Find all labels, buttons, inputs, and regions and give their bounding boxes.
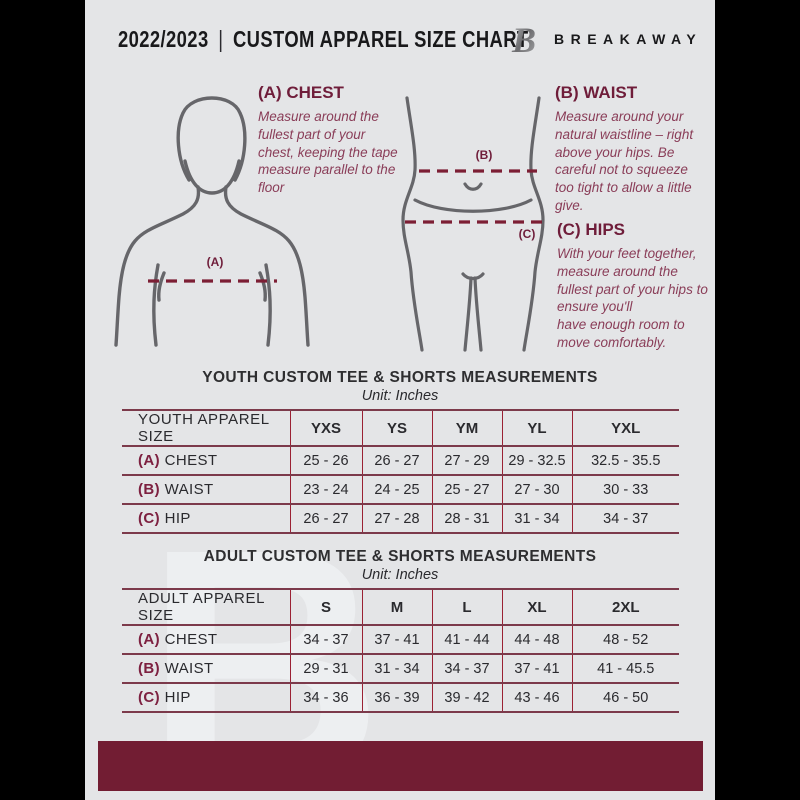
- waist-section-heading: (B) WAIST: [555, 83, 638, 102]
- table-row: (A) CHEST 25 - 26 26 - 27 27 - 29 29 - 3…: [122, 445, 679, 475]
- size-cell: S: [289, 588, 362, 625]
- value-cell: 31 - 34: [361, 653, 432, 683]
- table-row: (B) WAIST 23 - 24 24 - 25 25 - 27 27 - 3…: [122, 474, 679, 504]
- value-cell: 34 - 37: [289, 624, 362, 654]
- youth-size-table: YOUTH APPAREL SIZE YXS YS YM YL YXL (A) …: [122, 409, 679, 534]
- size-cell: YM: [431, 409, 502, 446]
- value-cell: 36 - 39: [361, 682, 432, 713]
- title-divider: |: [218, 26, 224, 52]
- row-label-prefix: (A): [138, 452, 161, 469]
- hips-section-text: With your feet together, measure around …: [557, 246, 708, 351]
- size-cell: M: [361, 588, 432, 625]
- table-row: (B) WAIST 29 - 31 31 - 34 34 - 37 37 - 4…: [122, 653, 679, 683]
- row-label-text: CHEST: [160, 631, 218, 648]
- chest-section-text: Measure around the fullest part of your …: [258, 109, 398, 196]
- adult-table-unit: Unit: Inches: [361, 567, 439, 583]
- row-label-prefix: (A): [138, 631, 161, 648]
- value-cell: 27 - 28: [361, 503, 432, 534]
- row-label-text: WAIST: [160, 660, 214, 677]
- row-label-text: WAIST: [160, 481, 214, 498]
- value-cell: 37 - 41: [361, 624, 432, 654]
- row-label-text: HIP: [160, 689, 191, 706]
- value-cell: 25 - 27: [431, 474, 502, 504]
- table-row: (A) CHEST 34 - 37 37 - 41 41 - 44 44 - 4…: [122, 624, 679, 654]
- breakaway-logo-icon: B: [498, 18, 546, 67]
- value-cell: 27 - 30: [501, 474, 572, 504]
- value-cell: 34 - 36: [289, 682, 362, 713]
- size-cell: YS: [361, 409, 432, 446]
- value-cell: 34 - 37: [431, 653, 502, 683]
- size-cell: YXS: [289, 409, 362, 446]
- size-cell: YXL: [571, 409, 679, 446]
- footer-accent-bar: [98, 741, 703, 791]
- size-cell: L: [431, 588, 502, 625]
- adult-header-row: ADULT APPAREL SIZE S M L XL 2XL: [122, 588, 679, 625]
- row-label-prefix: (C): [138, 510, 161, 527]
- value-cell: 23 - 24: [289, 474, 362, 504]
- row-label-cell: (C) HIP: [122, 682, 290, 713]
- value-cell: 26 - 27: [361, 445, 432, 475]
- chest-section-heading: (A) CHEST: [258, 83, 344, 102]
- brand-name: BREAKAWAY: [554, 31, 703, 47]
- size-cell: 2XL: [571, 588, 679, 625]
- waist-section-text: Measure around your natural waistline – …: [555, 109, 694, 214]
- value-cell: 46 - 50: [571, 682, 679, 713]
- row-label-cell: (B) WAIST: [122, 474, 290, 504]
- youth-table-title: YOUTH CUSTOM TEE & SHORTS MEASUREMENTS: [202, 369, 598, 386]
- table-row: (C) HIP 34 - 36 36 - 39 39 - 42 43 - 46 …: [122, 682, 679, 713]
- table-row: (C) HIP 26 - 27 27 - 28 28 - 31 31 - 34 …: [122, 503, 679, 534]
- value-cell: 41 - 44: [431, 624, 502, 654]
- page-title: 2022/2023 | CUSTOM APPAREL SIZE CHART: [118, 26, 529, 53]
- chart-page: B 2022/2023 | CUSTOM APPAREL SIZE CHART B …: [85, 0, 715, 800]
- value-cell: 41 - 45.5: [571, 653, 679, 683]
- size-cell: YL: [501, 409, 572, 446]
- value-cell: 37 - 41: [501, 653, 572, 683]
- row-label-prefix: (B): [138, 660, 161, 677]
- adult-size-table: ADULT APPAREL SIZE S M L XL 2XL (A) CHES…: [122, 588, 679, 713]
- row-label-cell: (A) CHEST: [122, 624, 290, 654]
- youth-header-row: YOUTH APPAREL SIZE YXS YS YM YL YXL: [122, 409, 679, 446]
- value-cell: 43 - 46: [501, 682, 572, 713]
- value-cell: 29 - 32.5: [501, 445, 572, 475]
- waist-hip-figure-illustration: [401, 96, 546, 352]
- value-cell: 39 - 42: [431, 682, 502, 713]
- row-label-prefix: (C): [138, 689, 161, 706]
- youth-size-header-cell: YOUTH APPAREL SIZE: [122, 409, 290, 446]
- value-cell: 31 - 34: [501, 503, 572, 534]
- value-cell: 29 - 31: [289, 653, 362, 683]
- value-cell: 25 - 26: [289, 445, 362, 475]
- value-cell: 30 - 33: [571, 474, 679, 504]
- title-year: 2022/2023: [118, 26, 209, 52]
- chest-line-label: (A): [206, 255, 224, 269]
- row-label-text: HIP: [160, 510, 191, 527]
- value-cell: 27 - 29: [431, 445, 502, 475]
- hips-section-heading: (C) HIPS: [557, 220, 625, 239]
- row-label-prefix: (B): [138, 481, 161, 498]
- hip-line-label: (C): [518, 227, 536, 241]
- title-text: CUSTOM APPAREL SIZE CHART: [232, 26, 529, 52]
- value-cell: 24 - 25: [361, 474, 432, 504]
- value-cell: 34 - 37: [571, 503, 679, 534]
- adult-size-header-cell: ADULT APPAREL SIZE: [122, 588, 290, 625]
- value-cell: 44 - 48: [501, 624, 572, 654]
- svg-text:B: B: [511, 20, 536, 60]
- value-cell: 28 - 31: [431, 503, 502, 534]
- size-cell: XL: [501, 588, 572, 625]
- row-label-cell: (B) WAIST: [122, 653, 290, 683]
- row-label-cell: (A) CHEST: [122, 445, 290, 475]
- waist-line-label: (B): [475, 148, 493, 162]
- chest-figure-illustration: [114, 96, 310, 347]
- value-cell: 48 - 52: [571, 624, 679, 654]
- row-label-cell: (C) HIP: [122, 503, 290, 534]
- youth-table-unit: Unit: Inches: [361, 388, 439, 404]
- row-label-text: CHEST: [160, 452, 218, 469]
- value-cell: 26 - 27: [289, 503, 362, 534]
- adult-table-title: ADULT CUSTOM TEE & SHORTS MEASUREMENTS: [203, 548, 597, 565]
- value-cell: 32.5 - 35.5: [571, 445, 679, 475]
